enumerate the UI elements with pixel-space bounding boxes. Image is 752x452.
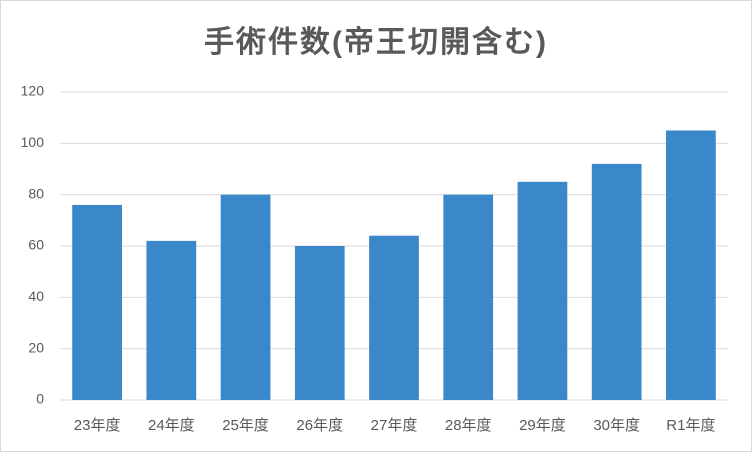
bar	[443, 194, 494, 400]
y-tick-label: 120	[21, 83, 45, 99]
x-tick-label: R1年度	[666, 417, 715, 434]
y-tick-label: 0	[36, 391, 44, 407]
bar	[517, 181, 568, 400]
y-tick-label: 40	[28, 288, 44, 304]
chart-title: 手術件数(帝王切開含む)	[204, 25, 548, 59]
bar	[146, 240, 197, 400]
x-tick-label: 25年度	[222, 417, 269, 434]
y-tick-label: 80	[28, 185, 44, 201]
y-tick-label: 60	[28, 237, 44, 253]
x-tick-label: 27年度	[371, 417, 418, 434]
x-tick-label: 28年度	[445, 417, 492, 434]
y-tick-label: 20	[28, 339, 44, 355]
x-tick-label: 29年度	[519, 417, 566, 434]
bar	[294, 246, 345, 400]
x-tick-label: 24年度	[148, 417, 195, 434]
bar	[72, 204, 122, 400]
y-tick-label: 100	[21, 134, 45, 150]
x-tick-label: 23年度	[74, 417, 121, 434]
bar	[591, 163, 642, 400]
bar	[666, 130, 716, 400]
x-tick-label: 26年度	[296, 417, 343, 434]
bar	[369, 235, 419, 400]
bar	[220, 194, 271, 400]
x-tick-label: 30年度	[593, 417, 640, 434]
